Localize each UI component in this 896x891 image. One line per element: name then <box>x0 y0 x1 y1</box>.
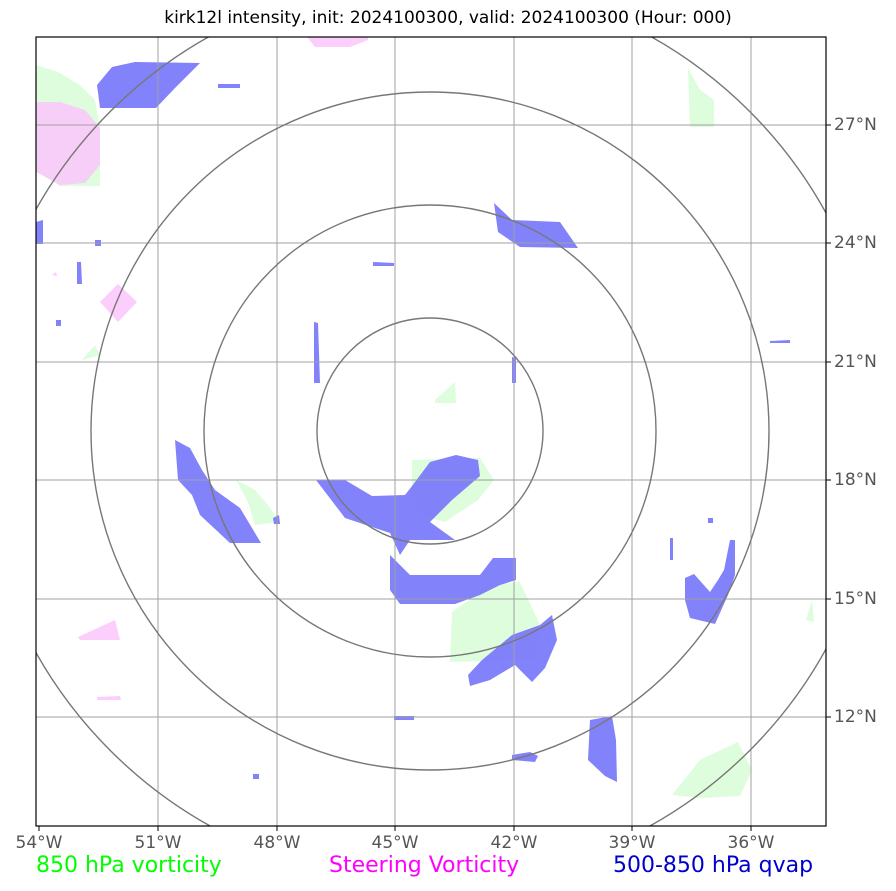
qvap-region <box>56 320 61 326</box>
qvap-contours <box>36 62 790 782</box>
qvap-region <box>314 322 320 383</box>
lat-label: 21°N <box>834 352 877 372</box>
tick-marks <box>38 124 831 831</box>
qvap-region <box>36 220 43 244</box>
qvap-region <box>175 440 261 543</box>
lon-label: 48°W <box>253 833 301 853</box>
steering-vorticity-region <box>52 272 57 276</box>
lat-label: 18°N <box>834 470 877 490</box>
steering-vorticity-region <box>100 284 137 322</box>
steering-vorticity-region <box>307 37 368 47</box>
vorticity-850-contours <box>36 65 814 798</box>
qvap-region <box>770 340 790 343</box>
qvap-region <box>708 518 713 523</box>
steering-vorticity-region <box>97 696 121 700</box>
range-rings <box>36 37 826 826</box>
qvap-region <box>685 540 735 624</box>
vorticity-850-region <box>806 600 814 622</box>
range-ring <box>203 204 657 658</box>
steering-vorticity-region <box>36 102 100 185</box>
qvap-region <box>468 615 557 686</box>
lat-label: 24°N <box>834 233 877 253</box>
map-frame <box>35 36 827 827</box>
lat-label: 27°N <box>834 115 877 135</box>
qvap-region <box>670 538 673 560</box>
range-ring <box>36 37 826 826</box>
legend-vorticity-850: 850 hPa vorticity <box>36 853 222 878</box>
steering-vorticity-contours <box>36 37 368 700</box>
steering-vorticity-region <box>78 620 120 640</box>
lon-label: 36°W <box>727 833 775 853</box>
lat-label: 15°N <box>834 589 877 609</box>
range-ring <box>90 91 770 771</box>
range-ring <box>316 317 544 545</box>
vorticity-850-region <box>672 742 752 798</box>
legend-steering-vorticity: Steering Vorticity <box>329 853 520 878</box>
lon-label: 54°W <box>15 833 63 853</box>
gridlines <box>36 37 826 826</box>
lon-label: 45°W <box>371 833 419 853</box>
vorticity-850-region <box>82 345 100 360</box>
qvap-region <box>218 84 240 88</box>
lon-label: 39°W <box>608 833 656 853</box>
lon-label: 51°W <box>134 833 182 853</box>
legend-qvap: 500-850 hPa qvap <box>613 853 814 878</box>
qvap-region <box>77 262 82 284</box>
qvap-region <box>97 62 200 108</box>
lat-label: 12°N <box>834 707 877 727</box>
vorticity-850-region <box>435 382 456 403</box>
map-title: kirk12l intensity, init: 2024100300, val… <box>164 8 732 28</box>
qvap-region <box>494 203 578 248</box>
qvap-region <box>373 262 394 266</box>
vorticity-850-region <box>236 480 280 525</box>
lon-label: 42°W <box>490 833 538 853</box>
qvap-region <box>390 555 516 604</box>
vorticity-850-region <box>688 68 714 127</box>
qvap-region <box>588 716 617 782</box>
qvap-region <box>253 774 259 779</box>
